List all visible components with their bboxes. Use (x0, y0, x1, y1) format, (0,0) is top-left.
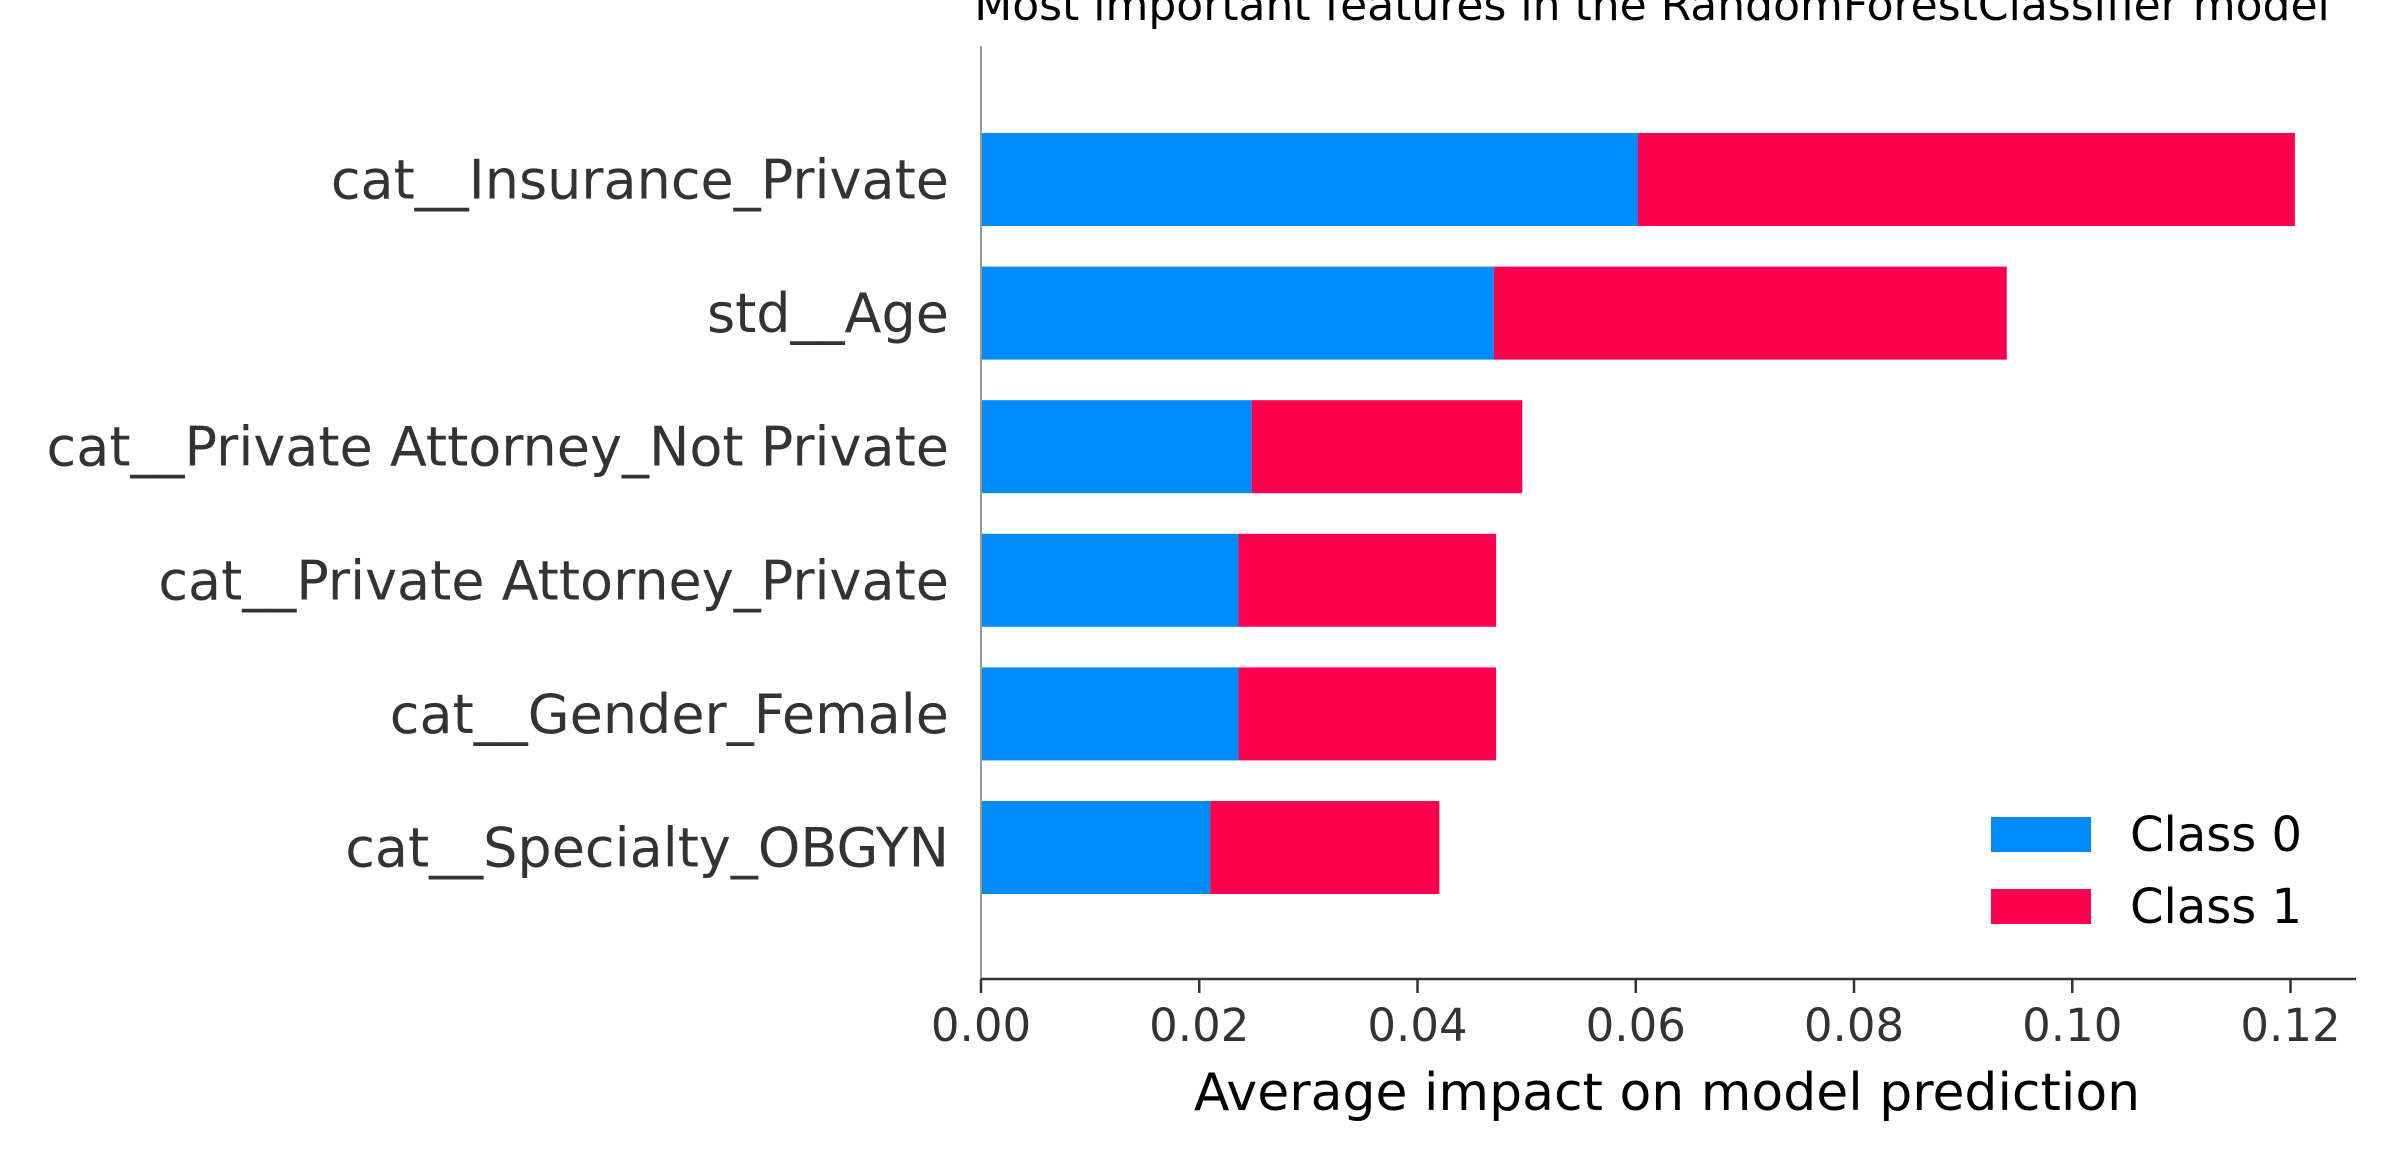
bars-group (981, 133, 2295, 894)
bar-class-0-row-4 (981, 667, 1239, 761)
x-axis-ticks: 0.00 0.02 0.04 0.06 0.08 0.10 0.12 (931, 979, 2341, 1052)
bar-class-0-row-1 (981, 266, 1494, 360)
x-axis-label: Average impact on model prediction (1194, 1063, 2140, 1123)
bar-class-0-row-0 (981, 133, 1638, 226)
bar-class-1-row-5 (1210, 801, 1440, 894)
legend-label-class-0: Class 0 (2130, 807, 2302, 863)
chart-title: Most important features in the RandomFor… (974, 0, 2330, 31)
bar-class-1-row-4 (1238, 667, 1497, 761)
bar-class-1-row-1 (1493, 266, 2007, 360)
bar-class-1-row-0 (1637, 133, 2295, 226)
bar-class-0-row-2 (981, 400, 1252, 494)
y-tick-label: std__Age (707, 282, 949, 345)
x-tick-label: 0.08 (1804, 999, 1904, 1052)
y-axis-labels: cat__Insurance_Private std__Age cat__Priva… (47, 149, 949, 880)
legend: Class 0 Class 1 (1991, 807, 2302, 935)
y-tick-label: cat__Insurance_Private (331, 149, 949, 212)
y-tick-label: cat__Gender_Female (390, 683, 949, 746)
bar-class-0-row-3 (981, 533, 1239, 627)
bar-class-1-row-3 (1238, 533, 1497, 627)
bar-class-0-row-5 (981, 801, 1211, 894)
x-tick-label: 0.04 (1367, 999, 1467, 1052)
y-tick-label: cat__Private Attorney_Not Private (47, 416, 949, 479)
x-tick-label: 0.12 (2240, 999, 2340, 1052)
y-tick-label: cat__Specialty_OBGYN (345, 817, 949, 880)
y-tick-label: cat__Private Attorney_Private (158, 549, 949, 612)
legend-swatch-class-1 (1991, 889, 2091, 924)
bar-class-1-row-2 (1251, 400, 1523, 494)
legend-swatch-class-0 (1991, 817, 2091, 852)
x-tick-label: 0.10 (2022, 999, 2122, 1052)
x-tick-label: 0.02 (1149, 999, 1249, 1052)
x-tick-label: 0.00 (931, 999, 1031, 1052)
legend-label-class-1: Class 1 (2130, 879, 2302, 935)
x-tick-label: 0.06 (1586, 999, 1686, 1052)
